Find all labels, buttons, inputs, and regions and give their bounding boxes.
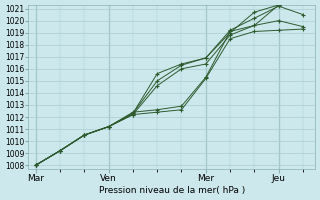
X-axis label: Pression niveau de la mer( hPa ): Pression niveau de la mer( hPa ) <box>99 186 245 195</box>
